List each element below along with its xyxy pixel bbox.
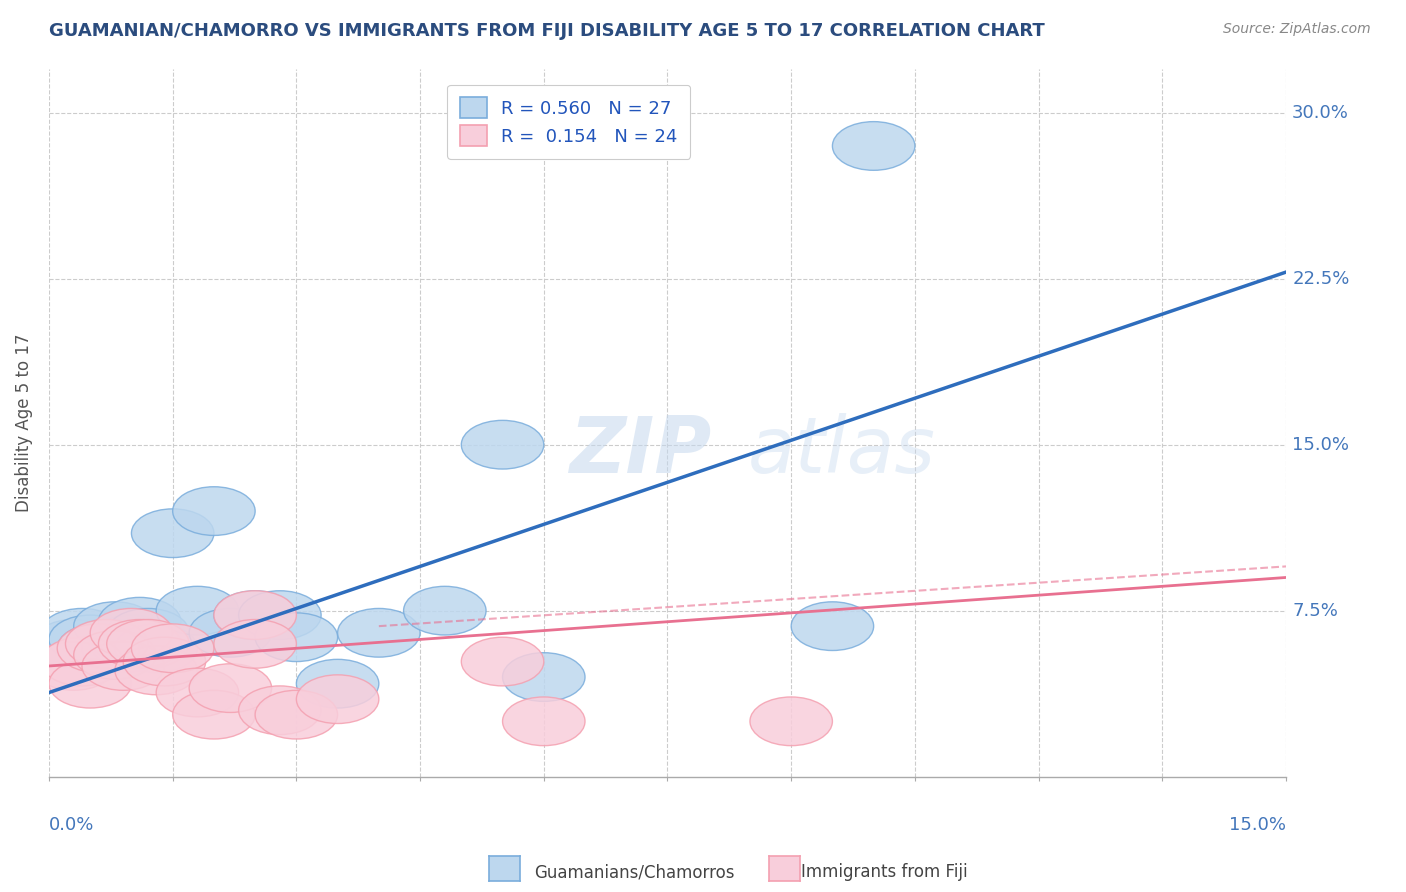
Ellipse shape bbox=[73, 631, 156, 680]
Ellipse shape bbox=[502, 697, 585, 746]
Legend: R = 0.560   N = 27, R =  0.154   N = 24: R = 0.560 N = 27, R = 0.154 N = 24 bbox=[447, 85, 690, 159]
Ellipse shape bbox=[66, 620, 148, 668]
Ellipse shape bbox=[98, 598, 181, 646]
Ellipse shape bbox=[461, 637, 544, 686]
Text: atlas: atlas bbox=[748, 413, 936, 489]
Ellipse shape bbox=[49, 615, 131, 664]
Ellipse shape bbox=[337, 608, 420, 657]
Ellipse shape bbox=[90, 615, 173, 664]
Ellipse shape bbox=[58, 624, 139, 673]
Ellipse shape bbox=[792, 602, 873, 650]
Ellipse shape bbox=[297, 675, 378, 723]
Ellipse shape bbox=[239, 686, 321, 735]
Ellipse shape bbox=[115, 646, 197, 695]
Ellipse shape bbox=[107, 620, 190, 668]
Ellipse shape bbox=[32, 641, 115, 690]
Ellipse shape bbox=[58, 624, 139, 673]
Ellipse shape bbox=[82, 641, 165, 690]
Ellipse shape bbox=[82, 624, 165, 673]
Ellipse shape bbox=[502, 653, 585, 701]
Text: Guamanians/Chamorros: Guamanians/Chamorros bbox=[534, 863, 735, 881]
Text: 15.0%: 15.0% bbox=[1229, 815, 1286, 833]
Text: Source: ZipAtlas.com: Source: ZipAtlas.com bbox=[1223, 22, 1371, 37]
Ellipse shape bbox=[131, 508, 214, 558]
Ellipse shape bbox=[90, 608, 173, 657]
Ellipse shape bbox=[49, 659, 131, 708]
Ellipse shape bbox=[214, 591, 297, 640]
Ellipse shape bbox=[297, 659, 378, 708]
Ellipse shape bbox=[156, 586, 239, 635]
Ellipse shape bbox=[254, 690, 337, 739]
Text: ZIP: ZIP bbox=[568, 413, 711, 489]
Ellipse shape bbox=[461, 420, 544, 469]
Ellipse shape bbox=[749, 697, 832, 746]
Ellipse shape bbox=[156, 668, 239, 717]
Ellipse shape bbox=[190, 608, 271, 657]
Text: 7.5%: 7.5% bbox=[1292, 602, 1339, 620]
Ellipse shape bbox=[190, 664, 271, 713]
Ellipse shape bbox=[173, 487, 254, 535]
Ellipse shape bbox=[832, 121, 915, 170]
Text: 22.5%: 22.5% bbox=[1292, 269, 1350, 288]
Text: 15.0%: 15.0% bbox=[1292, 435, 1350, 454]
Text: 0.0%: 0.0% bbox=[49, 815, 94, 833]
Ellipse shape bbox=[98, 620, 181, 668]
Ellipse shape bbox=[131, 624, 214, 673]
Ellipse shape bbox=[115, 624, 197, 673]
Ellipse shape bbox=[239, 591, 321, 640]
Ellipse shape bbox=[173, 690, 254, 739]
Ellipse shape bbox=[66, 620, 148, 668]
Ellipse shape bbox=[254, 613, 337, 662]
Text: 30.0%: 30.0% bbox=[1292, 103, 1348, 122]
Ellipse shape bbox=[41, 608, 124, 657]
Y-axis label: Disability Age 5 to 17: Disability Age 5 to 17 bbox=[15, 334, 32, 512]
Ellipse shape bbox=[41, 637, 124, 686]
Ellipse shape bbox=[404, 586, 486, 635]
Ellipse shape bbox=[214, 620, 297, 668]
Ellipse shape bbox=[214, 591, 297, 640]
Ellipse shape bbox=[32, 620, 115, 668]
Ellipse shape bbox=[107, 608, 190, 657]
Text: GUAMANIAN/CHAMORRO VS IMMIGRANTS FROM FIJI DISABILITY AGE 5 TO 17 CORRELATION CH: GUAMANIAN/CHAMORRO VS IMMIGRANTS FROM FI… bbox=[49, 22, 1045, 40]
Ellipse shape bbox=[73, 631, 156, 680]
Ellipse shape bbox=[124, 637, 205, 686]
Ellipse shape bbox=[73, 602, 156, 650]
Text: Immigrants from Fiji: Immigrants from Fiji bbox=[801, 863, 969, 881]
Ellipse shape bbox=[90, 620, 173, 668]
